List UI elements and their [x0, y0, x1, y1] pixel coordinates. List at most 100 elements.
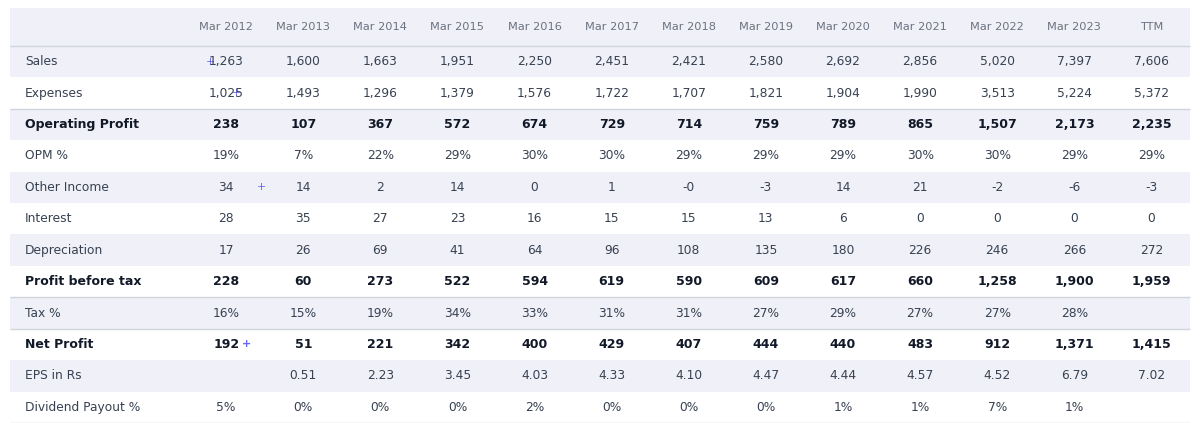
Text: 228: 228 — [214, 275, 239, 288]
Bar — [10, 234, 1190, 266]
Text: 192: 192 — [214, 338, 239, 351]
Text: 1,900: 1,900 — [1055, 275, 1094, 288]
Text: 1,507: 1,507 — [977, 118, 1018, 131]
Text: 29%: 29% — [676, 149, 702, 162]
Text: Mar 2017: Mar 2017 — [584, 22, 638, 32]
Text: 0%: 0% — [448, 401, 467, 414]
Bar — [10, 109, 1190, 140]
Text: 1%: 1% — [911, 401, 930, 414]
Text: 1,371: 1,371 — [1055, 338, 1094, 351]
Text: 64: 64 — [527, 244, 542, 257]
Text: Mar 2016: Mar 2016 — [508, 22, 562, 32]
Text: 4.10: 4.10 — [676, 369, 702, 382]
Text: 1,904: 1,904 — [826, 87, 860, 100]
Text: 69: 69 — [373, 244, 388, 257]
Text: 594: 594 — [522, 275, 547, 288]
Text: 19%: 19% — [212, 149, 240, 162]
Text: 15%: 15% — [289, 307, 317, 319]
Text: Profit before tax: Profit before tax — [25, 275, 142, 288]
Text: 3.45: 3.45 — [444, 369, 472, 382]
Text: Mar 2022: Mar 2022 — [971, 22, 1024, 32]
Text: 617: 617 — [830, 275, 856, 288]
Text: Depreciation: Depreciation — [25, 244, 103, 257]
Text: Mar 2019: Mar 2019 — [739, 22, 793, 32]
Text: 342: 342 — [444, 338, 470, 351]
Text: +: + — [241, 340, 251, 349]
Text: -3: -3 — [1145, 181, 1158, 194]
Text: 2,235: 2,235 — [1132, 118, 1171, 131]
Bar — [10, 8, 1190, 46]
Text: 1,379: 1,379 — [440, 87, 475, 100]
Text: 572: 572 — [444, 118, 470, 131]
Text: 2,856: 2,856 — [902, 55, 937, 68]
Bar — [10, 172, 1190, 203]
Text: 19%: 19% — [367, 307, 394, 319]
Text: 0: 0 — [530, 181, 539, 194]
Text: 4.52: 4.52 — [984, 369, 1010, 382]
Text: 729: 729 — [599, 118, 625, 131]
Text: 7,606: 7,606 — [1134, 55, 1169, 68]
Text: 4.33: 4.33 — [598, 369, 625, 382]
Text: TTM: TTM — [1140, 22, 1163, 32]
Text: 1,415: 1,415 — [1132, 338, 1171, 351]
Text: 429: 429 — [599, 338, 625, 351]
Text: 1,600: 1,600 — [286, 55, 320, 68]
Text: 26: 26 — [295, 244, 311, 257]
Text: 2,451: 2,451 — [594, 55, 629, 68]
Text: 1,263: 1,263 — [209, 55, 244, 68]
Text: 27%: 27% — [752, 307, 780, 319]
Text: 31%: 31% — [598, 307, 625, 319]
Text: 483: 483 — [907, 338, 934, 351]
Text: 4.57: 4.57 — [906, 369, 934, 382]
Text: 1,296: 1,296 — [362, 87, 398, 100]
Text: 0.51: 0.51 — [289, 369, 317, 382]
Text: 7%: 7% — [294, 149, 313, 162]
Text: 34: 34 — [218, 181, 234, 194]
Text: +: + — [206, 57, 215, 67]
Text: 14: 14 — [835, 181, 851, 194]
Text: 865: 865 — [907, 118, 934, 131]
Text: 15: 15 — [604, 212, 619, 225]
Text: 444: 444 — [752, 338, 779, 351]
Text: Expenses: Expenses — [25, 87, 84, 100]
Text: 4.03: 4.03 — [521, 369, 548, 382]
Text: 5,020: 5,020 — [979, 55, 1015, 68]
Bar — [10, 392, 1190, 423]
Text: 0: 0 — [994, 212, 1001, 225]
Text: 14: 14 — [450, 181, 466, 194]
Bar — [10, 360, 1190, 392]
Text: 400: 400 — [522, 338, 547, 351]
Text: 0%: 0% — [756, 401, 775, 414]
Text: 30%: 30% — [598, 149, 625, 162]
Text: 29%: 29% — [444, 149, 470, 162]
Text: 367: 367 — [367, 118, 394, 131]
Text: 1,493: 1,493 — [286, 87, 320, 100]
Text: 619: 619 — [599, 275, 625, 288]
Text: 16: 16 — [527, 212, 542, 225]
Text: 28%: 28% — [1061, 307, 1088, 319]
Text: 3,513: 3,513 — [979, 87, 1015, 100]
Text: 5,224: 5,224 — [1057, 87, 1092, 100]
Text: 246: 246 — [985, 244, 1009, 257]
Text: 522: 522 — [444, 275, 470, 288]
Text: 17: 17 — [218, 244, 234, 257]
Text: 1,990: 1,990 — [902, 87, 937, 100]
Text: Other Income: Other Income — [25, 181, 109, 194]
Text: 7.02: 7.02 — [1138, 369, 1165, 382]
Text: 29%: 29% — [829, 149, 857, 162]
Text: Operating Profit: Operating Profit — [25, 118, 139, 131]
Text: 238: 238 — [214, 118, 239, 131]
Text: 0%: 0% — [371, 401, 390, 414]
Text: Mar 2012: Mar 2012 — [199, 22, 253, 32]
Text: Dividend Payout %: Dividend Payout % — [25, 401, 140, 414]
Text: 2: 2 — [377, 181, 384, 194]
Text: 1,707: 1,707 — [671, 87, 707, 100]
Text: 22%: 22% — [367, 149, 394, 162]
Text: 7,397: 7,397 — [1057, 55, 1092, 68]
Text: 108: 108 — [677, 244, 701, 257]
Text: 759: 759 — [752, 118, 779, 131]
Text: Mar 2014: Mar 2014 — [354, 22, 407, 32]
Text: 15: 15 — [680, 212, 697, 225]
Text: 6.79: 6.79 — [1061, 369, 1088, 382]
Text: 34%: 34% — [444, 307, 470, 319]
